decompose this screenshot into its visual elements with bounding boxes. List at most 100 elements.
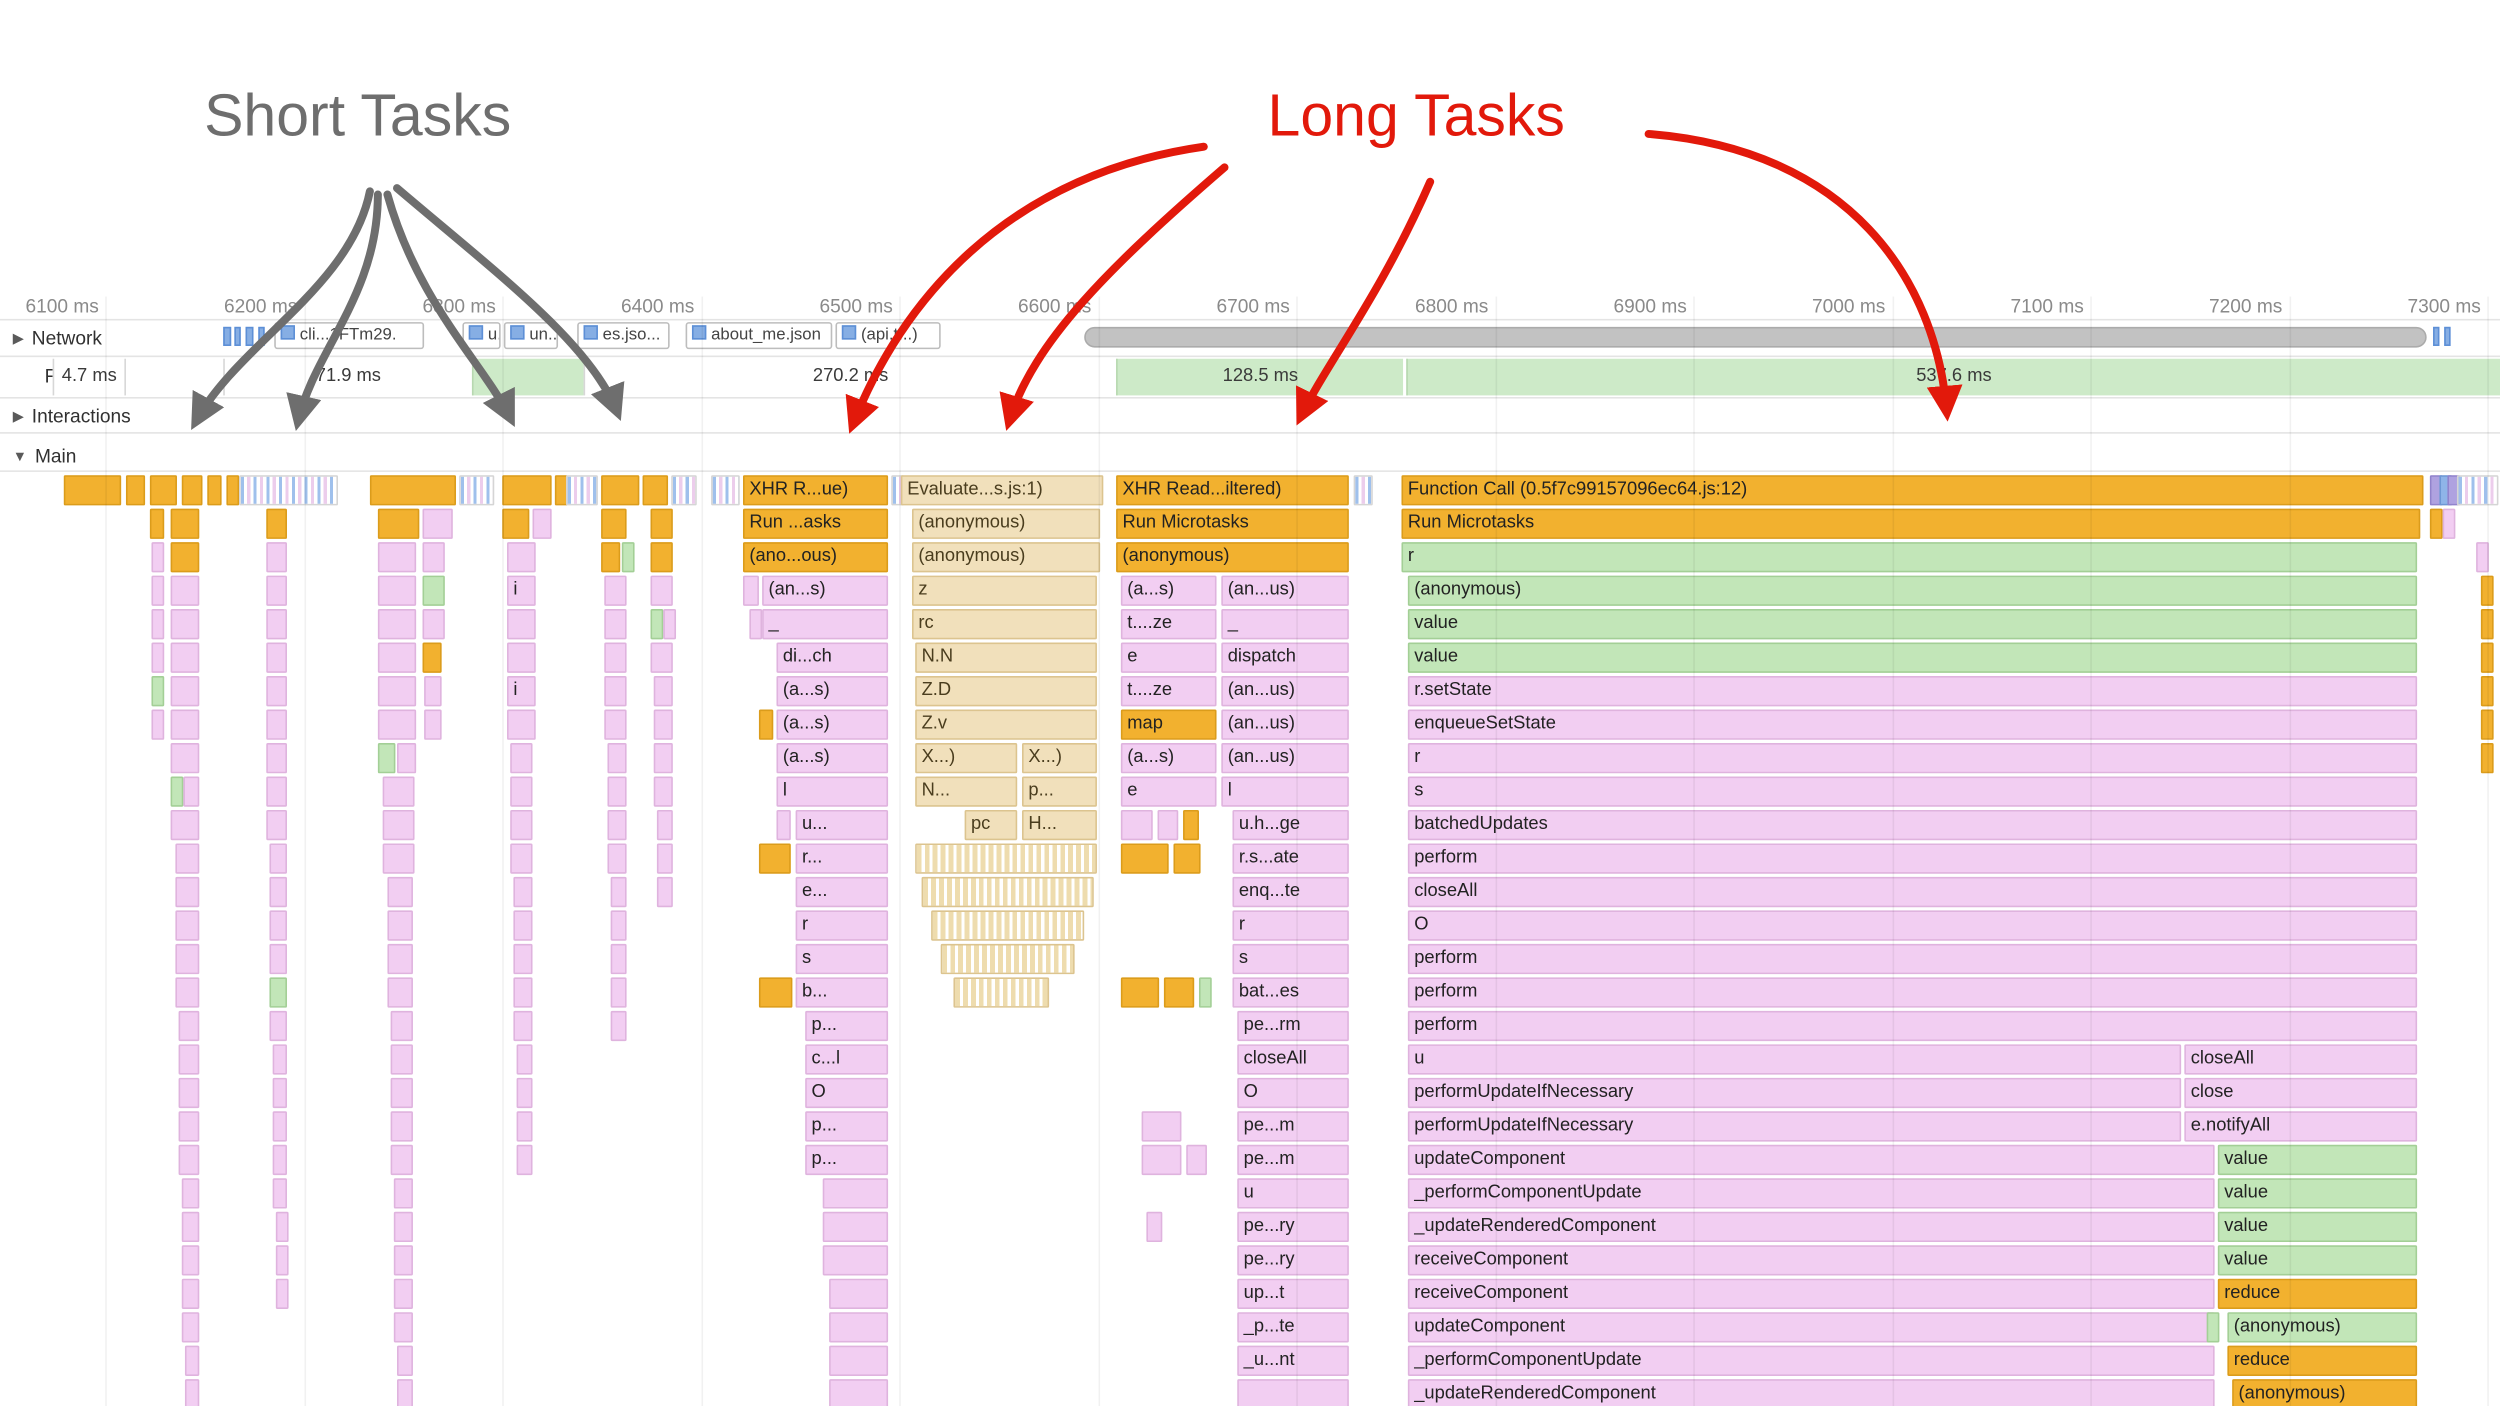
- flame-bar[interactable]: perform: [1407, 1010, 2418, 1042]
- flame-bar[interactable]: value: [1407, 642, 2418, 673]
- flame-bar[interactable]: [178, 1010, 200, 1042]
- flame-bar[interactable]: [125, 475, 146, 506]
- flame-bar[interactable]: receiveComponent: [1407, 1278, 2215, 1310]
- network-request[interactable]: about_me.json: [685, 322, 833, 350]
- flame-bar[interactable]: Evaluate...s.js:1): [900, 475, 1104, 506]
- flame-bar[interactable]: [181, 1312, 200, 1343]
- flame-bar[interactable]: e.notifyAll: [2184, 1111, 2418, 1142]
- flame-bar[interactable]: [822, 1211, 889, 1243]
- flame-bar[interactable]: [1163, 977, 1195, 1008]
- flame-bar[interactable]: [184, 1345, 200, 1376]
- flame-bar[interactable]: t....ze: [1120, 676, 1217, 707]
- flame-bar[interactable]: [822, 1178, 889, 1209]
- flame-bar[interactable]: [377, 542, 417, 573]
- flame-bar[interactable]: closeAll: [2184, 1044, 2418, 1075]
- interactions-track-label[interactable]: ▶ Interactions: [13, 400, 131, 432]
- flame-bar[interactable]: [749, 609, 763, 640]
- flame-bar[interactable]: Z.D: [915, 676, 1097, 707]
- flame-bar[interactable]: [604, 609, 627, 640]
- flame-bar[interactable]: l: [776, 776, 889, 807]
- flame-bar[interactable]: _: [1221, 609, 1349, 640]
- flame-bar[interactable]: i: [507, 575, 536, 606]
- flame-bar[interactable]: value: [2217, 1144, 2418, 1176]
- flame-bar[interactable]: [266, 809, 287, 841]
- flame-bar[interactable]: [266, 508, 287, 539]
- flame-bar[interactable]: [915, 843, 1097, 874]
- flame-bar[interactable]: [272, 1144, 287, 1176]
- flame-bar[interactable]: (ano...ous): [742, 542, 889, 573]
- flame-bar[interactable]: [178, 1111, 200, 1142]
- flame-bar[interactable]: [931, 910, 1085, 941]
- flame-bar[interactable]: [607, 776, 627, 807]
- flame-bar[interactable]: [369, 475, 456, 506]
- flame-bar[interactable]: [175, 876, 200, 908]
- flame-bar[interactable]: [393, 1278, 413, 1310]
- flame-bar[interactable]: [507, 642, 536, 673]
- flame-bar[interactable]: [393, 1312, 413, 1343]
- flame-bar[interactable]: [390, 1144, 413, 1176]
- flame-bar[interactable]: [1173, 843, 1201, 874]
- flame-bar[interactable]: [181, 1178, 200, 1209]
- flame-bar[interactable]: Run Microtasks: [1116, 508, 1349, 539]
- flame-bar[interactable]: [604, 575, 627, 606]
- flame-bar[interactable]: pc: [964, 809, 1018, 841]
- flame-bar[interactable]: N.N: [915, 642, 1097, 673]
- flame-bar[interactable]: [269, 943, 287, 975]
- flame-bar[interactable]: [1237, 1379, 1349, 1406]
- flame-bar[interactable]: [239, 475, 339, 506]
- flame-bar[interactable]: [181, 1278, 200, 1310]
- flame-bar[interactable]: _updateRenderedComponent: [1407, 1379, 2215, 1406]
- flame-bar[interactable]: [1198, 977, 1212, 1008]
- flame-bar[interactable]: [226, 475, 240, 506]
- flame-bar[interactable]: [653, 742, 673, 774]
- flame-bar[interactable]: [422, 609, 445, 640]
- flame-bar[interactable]: [921, 876, 1094, 908]
- flame-bar[interactable]: [175, 910, 200, 941]
- flame-bar[interactable]: [2476, 542, 2489, 573]
- flame-bar[interactable]: [607, 742, 627, 774]
- flame-bar[interactable]: e: [1120, 776, 1217, 807]
- frame-duration[interactable]: [471, 358, 584, 396]
- flame-bar[interactable]: _: [762, 609, 889, 640]
- flame-bar[interactable]: _p...te: [1237, 1312, 1349, 1343]
- flame-bar[interactable]: r: [795, 910, 889, 941]
- flame-bar[interactable]: [822, 1245, 889, 1276]
- flame-bar[interactable]: [829, 1379, 889, 1406]
- flame-bar[interactable]: [1146, 1211, 1163, 1243]
- flame-bar[interactable]: XHR Read...iltered): [1116, 475, 1349, 506]
- flame-bar[interactable]: (a...s): [776, 676, 889, 707]
- flame-bar[interactable]: c...l: [805, 1044, 889, 1075]
- flame-bar[interactable]: [2480, 609, 2494, 640]
- flame-bar[interactable]: [266, 776, 287, 807]
- flame-bar[interactable]: [510, 776, 533, 807]
- flame-bar[interactable]: [610, 1010, 627, 1042]
- flame-bar[interactable]: [758, 709, 774, 740]
- flame-bar[interactable]: Function Call (0.5f7c99157096ec64.js:12): [1401, 475, 2424, 506]
- flame-bar[interactable]: [1141, 1144, 1182, 1176]
- flame-bar[interactable]: p...: [805, 1111, 889, 1142]
- flame-bar[interactable]: [149, 508, 165, 539]
- flame-bar[interactable]: p...: [805, 1010, 889, 1042]
- flame-bar[interactable]: [184, 1379, 200, 1406]
- flame-bar[interactable]: [2480, 676, 2494, 707]
- flame-bar[interactable]: [387, 943, 413, 975]
- flame-bar[interactable]: [604, 642, 627, 673]
- flame-bar[interactable]: [183, 776, 200, 807]
- flame-bar[interactable]: [377, 508, 420, 539]
- flame-bar[interactable]: [151, 676, 165, 707]
- flame-bar[interactable]: [266, 609, 287, 640]
- network-activity-bar[interactable]: [245, 326, 254, 346]
- flame-bar[interactable]: [175, 843, 200, 874]
- flame-bar[interactable]: r...: [795, 843, 889, 874]
- flame-bar[interactable]: s: [1232, 943, 1349, 975]
- flame-bar[interactable]: value: [1407, 609, 2418, 640]
- flame-bar[interactable]: (anonymous): [2232, 1379, 2418, 1406]
- flame-bar[interactable]: [2206, 1312, 2220, 1343]
- flame-bar[interactable]: XHR R...ue): [742, 475, 889, 506]
- network-activity-bar[interactable]: [258, 326, 265, 346]
- flame-bar[interactable]: [2442, 508, 2456, 539]
- flame-bar[interactable]: [653, 709, 673, 740]
- flame-bar[interactable]: [2480, 575, 2494, 606]
- flame-bar[interactable]: [387, 876, 413, 908]
- flame-bar[interactable]: [604, 709, 627, 740]
